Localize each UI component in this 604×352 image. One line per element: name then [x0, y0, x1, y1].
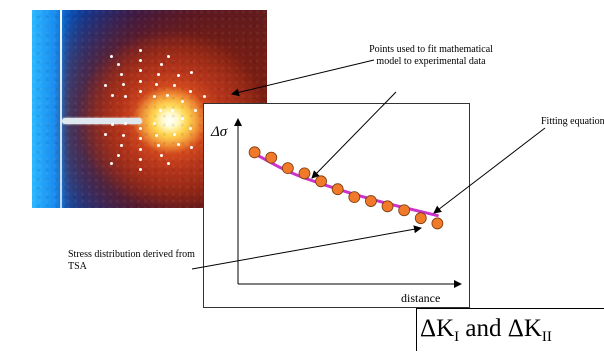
formula-subscript-2: II: [541, 329, 552, 345]
fit-point-marker-8: [138, 79, 142, 83]
data-point-10: [398, 204, 411, 217]
data-point-9: [381, 200, 394, 213]
data-point-6: [331, 183, 344, 196]
fit-point-marker-51: [109, 54, 113, 58]
fit-point-marker-7: [123, 95, 127, 99]
y-axis-label: Δσ: [210, 124, 228, 140]
fit-point-marker-44: [190, 71, 194, 75]
fit-point-marker-6: [123, 121, 127, 125]
fit-point-marker-12: [166, 122, 170, 126]
stress-callout-label: Stress distribution derived from TSA: [68, 249, 195, 272]
data-point-1: [248, 146, 261, 159]
fit-curve: [253, 152, 439, 218]
fit-point-marker-21: [172, 84, 176, 88]
data-point-11: [414, 212, 427, 225]
fit-point-marker-16: [110, 122, 114, 126]
fit-point-marker-23: [181, 117, 185, 121]
fit-point-marker-3: [159, 108, 163, 112]
data-point-2: [265, 151, 278, 164]
formula-box: ΔKI and ΔKII: [416, 308, 604, 351]
x-axis-arrowhead: [454, 280, 462, 288]
fit-point-marker-1: [138, 89, 142, 93]
fit-point-marker-9: [154, 83, 158, 87]
fit-point-marker-15: [122, 133, 126, 137]
data-point-3: [281, 162, 294, 175]
data-point-8: [365, 195, 377, 207]
fit-point-marker-18: [122, 83, 126, 87]
fit-point-marker-24: [172, 132, 176, 136]
formula-conjunction: and: [459, 315, 508, 342]
fit-point-marker-29: [104, 84, 108, 88]
fit-point-marker-34: [189, 89, 193, 93]
data-point-12: [431, 217, 444, 230]
fit-point-marker-36: [189, 127, 193, 131]
stress-intensity-formula: ΔKI and ΔKII: [420, 314, 552, 352]
formula-subscript-1: I: [454, 329, 460, 345]
fit-point-marker-33: [177, 73, 181, 77]
data-point-4: [298, 167, 311, 180]
stress-graph: Δσ distance: [210, 118, 462, 305]
fit-point-marker-26: [138, 147, 142, 151]
fit-point-marker-30: [119, 73, 123, 77]
fitting-callout-label: Fitting equation: [541, 116, 604, 127]
fit-point-marker-20: [157, 73, 161, 77]
fit-point-marker-14: [138, 137, 142, 141]
fit-point-marker-2: [153, 95, 157, 99]
fit-point-marker-50: [109, 162, 113, 166]
data-point-5: [315, 175, 327, 188]
y-axis-arrowhead: [234, 118, 242, 126]
fit-point-marker-43: [167, 54, 171, 58]
crack-notch: [62, 118, 142, 124]
fit-point-marker-37: [177, 143, 181, 147]
specimen-edge-line: [60, 10, 62, 208]
fit-point-marker-27: [119, 143, 123, 147]
fit-point-marker-10: [166, 94, 170, 98]
fit-point-marker-40: [117, 154, 121, 158]
specimen-edge-glow: [32, 10, 68, 208]
fit-point-marker-47: [190, 145, 194, 149]
fit-point-marker-39: [138, 157, 142, 161]
fit-point-marker-17: [110, 94, 114, 98]
fit-point-marker-22: [181, 99, 185, 103]
fit-point-marker-31: [138, 59, 142, 63]
fit-point-marker-42: [138, 49, 142, 52]
fit-point-marker-13: [154, 133, 158, 137]
fit-point-marker-5: [138, 127, 142, 131]
fit-point-marker-35: [193, 108, 197, 112]
fit-point-marker-48: [167, 162, 171, 166]
fit-point-marker-25: [157, 143, 161, 147]
fit-point-marker-19: [138, 69, 142, 73]
fit-point-marker-41: [117, 62, 121, 66]
fit-point-marker-49: [138, 168, 142, 171]
fit-point-marker-38: [159, 154, 163, 158]
points-callout-label: Points used to fit mathematical model to…: [369, 44, 493, 67]
data-point-7: [348, 191, 361, 203]
fit-point-marker-28: [104, 132, 108, 136]
formula-delta-k1: ΔK: [420, 315, 455, 342]
stress-graph-panel: Δσ distance: [203, 103, 470, 308]
x-axis-label: distance: [401, 291, 440, 305]
fit-point-marker-45: [203, 95, 207, 99]
formula-delta-k2: ΔK: [507, 315, 542, 342]
fit-point-marker-11: [170, 108, 174, 112]
fit-point-marker-32: [159, 62, 163, 66]
fit-point-marker-4: [153, 121, 157, 125]
